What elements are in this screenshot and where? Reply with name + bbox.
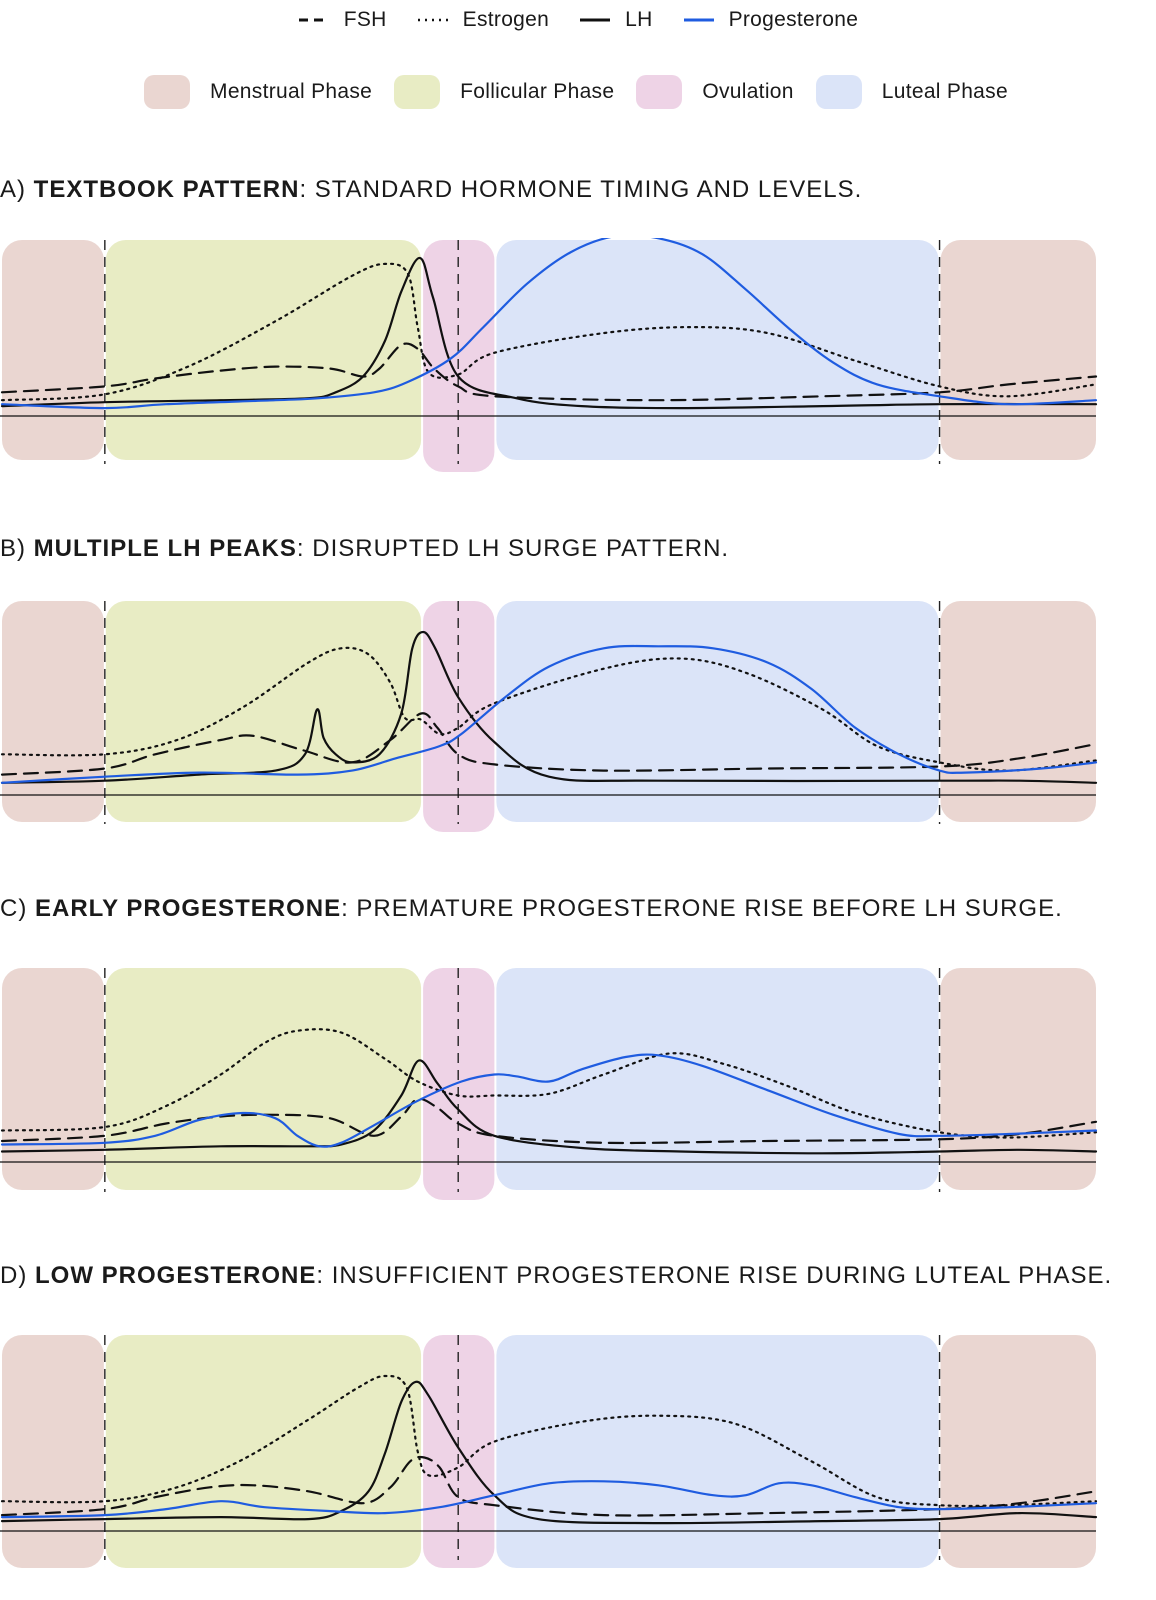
phase-swatch	[144, 75, 191, 109]
legend-item-lh: LH	[579, 8, 652, 32]
phase-band-ovulation	[423, 968, 495, 1200]
series-lh	[0, 1380, 1098, 1525]
phase-band-follicular-phase	[105, 968, 422, 1190]
panel-title-low-progesterone: D) LOW PROGESTERONE: INSUFFICIENT PROGES…	[0, 1262, 1112, 1290]
chart-panel-b	[0, 601, 1098, 832]
series-progesterone	[0, 644, 1098, 784]
chart-panel-a	[0, 238, 1098, 472]
series-lh	[0, 1059, 1098, 1155]
panel-title-rest: : PREMATURE PROGESTERONE RISE BEFORE LH …	[341, 895, 1063, 922]
phase-band-luteal-phase	[496, 601, 939, 822]
dashed-line-icon	[298, 18, 329, 22]
chart-panel-d	[0, 1335, 1098, 1568]
phase-band-follicular-phase	[105, 1335, 422, 1568]
legend-item-ovulation: Ovulation	[636, 75, 797, 109]
series-estrogen	[0, 1374, 1098, 1508]
legend-item-follicular-phase: Follicular Phase	[394, 75, 618, 109]
chart-panel-c	[0, 968, 1098, 1200]
panel-title-multiple-lh-peaks: B) MULTIPLE LH PEAKS: DISRUPTED LH SURGE…	[0, 535, 729, 563]
legend-label: Ovulation	[702, 80, 794, 103]
panel-title-rest: : DISRUPTED LH SURGE PATTERN.	[296, 535, 730, 562]
phase-band-menstrual-phase	[2, 240, 104, 460]
phase-band-menstrual-phase	[2, 601, 104, 822]
series-lh	[0, 630, 1098, 784]
panel-title-prefix: C)	[0, 895, 35, 922]
phase-band-follicular-phase	[105, 601, 422, 822]
legend-label: Follicular Phase	[460, 80, 615, 103]
series-progesterone	[0, 1053, 1098, 1148]
legend-item-estrogen: Estrogen	[417, 8, 549, 32]
series-estrogen	[0, 262, 1098, 402]
panel-title-prefix: A)	[0, 176, 34, 203]
phase-band-menstrual-phase	[2, 968, 104, 1190]
legend-label: FSH	[343, 8, 387, 31]
legend-item-menstrual-phase: Menstrual Phase	[144, 75, 376, 109]
phase-band-luteal-phase	[496, 1335, 939, 1568]
phase-band-luteal-phase	[496, 968, 939, 1190]
panel-title-bold: MULTIPLE LH PEAKS	[33, 535, 297, 562]
legend-item-progesterone: Progesterone	[683, 8, 859, 32]
phase-swatch	[394, 75, 441, 109]
phase-band-luteal-phase	[496, 240, 939, 460]
panel-title-prefix: B)	[0, 535, 34, 562]
legend-label: Luteal Phase	[881, 80, 1008, 103]
phase-band-ovulation	[423, 240, 495, 472]
legend-label: Menstrual Phase	[210, 80, 373, 103]
panel-title-bold: EARLY PROGESTERONE	[35, 895, 342, 922]
series-progesterone	[0, 238, 1098, 410]
panel-title-early-progesterone: C) EARLY PROGESTERONE: PREMATURE PROGEST…	[0, 895, 1063, 923]
panel-title-bold: TEXTBOOK PATTERN	[33, 176, 300, 203]
series-estrogen	[0, 1028, 1098, 1139]
legend-item-luteal-phase: Luteal Phase	[815, 75, 1012, 109]
series-progesterone	[0, 1480, 1098, 1519]
legend-item-fsh: FSH	[298, 8, 387, 32]
phase-band-menstrual-phase	[940, 240, 1096, 460]
phase-swatch	[815, 75, 862, 109]
blue-line-icon	[683, 18, 714, 22]
series-estrogen	[0, 646, 1098, 772]
panel-title-rest: : STANDARD HORMONE TIMING AND LEVELS.	[299, 176, 863, 203]
phase-band-follicular-phase	[105, 240, 422, 460]
legend-label: Progesterone	[728, 8, 859, 31]
panel-title-bold: LOW PROGESTERONE	[35, 1262, 317, 1289]
phase-band-menstrual-phase	[940, 601, 1096, 822]
solid-line-icon	[580, 18, 611, 22]
panel-title-textbook-pattern: A) TEXTBOOK PATTERN: STANDARD HORMONE TI…	[0, 176, 862, 204]
phase-band-menstrual-phase	[2, 1335, 104, 1568]
legend-label: Estrogen	[462, 8, 550, 31]
series-lh	[0, 256, 1098, 410]
legend-label: LH	[625, 8, 653, 31]
dotted-line-icon	[417, 18, 448, 22]
hormone-legend: FSH Estrogen LH Progesterone	[0, 6, 1156, 34]
series-fsh	[0, 1455, 1098, 1517]
panel-title-prefix: D)	[0, 1262, 35, 1289]
phase-band-ovulation	[423, 1335, 495, 1568]
phase-legend: Menstrual Phase Follicular Phase Ovulation…	[0, 72, 1156, 112]
phase-swatch	[636, 75, 683, 109]
series-fsh	[0, 342, 1098, 402]
panel-title-rest: : INSUFFICIENT PROGESTERONE RISE DURING …	[316, 1262, 1113, 1289]
phase-band-menstrual-phase	[940, 968, 1096, 1190]
phase-band-menstrual-phase	[940, 1335, 1096, 1568]
series-fsh	[0, 712, 1098, 776]
